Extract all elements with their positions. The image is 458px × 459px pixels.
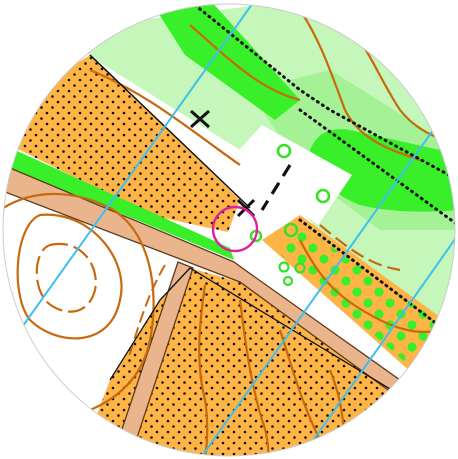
vegetation-boundary-north xyxy=(89,54,251,209)
green-circle-feature xyxy=(282,275,294,287)
contour-south-2 xyxy=(238,299,270,456)
map-frame xyxy=(2,3,456,457)
contour-west-large xyxy=(3,192,155,422)
dotted-boundary-north xyxy=(193,4,455,182)
contour-north-2 xyxy=(189,24,301,102)
side-road xyxy=(111,261,194,456)
green-circle-feature xyxy=(315,188,331,204)
dotted-boundary-middle xyxy=(298,108,455,227)
north-line-1 xyxy=(19,4,256,331)
green-circle-feature xyxy=(283,222,299,238)
vegetation-boundary-south xyxy=(189,267,401,396)
green-circle-feature xyxy=(294,262,306,274)
green-strip-along-road xyxy=(10,150,234,260)
cross-marker xyxy=(190,109,210,129)
contour-east-2 xyxy=(319,224,401,272)
contour-north-1 xyxy=(89,68,241,166)
north-line-2 xyxy=(199,94,455,456)
control-circle xyxy=(211,205,259,253)
black-dashed-trail xyxy=(260,164,292,211)
vegetation-boundary-west xyxy=(109,267,191,381)
contour-north-3 xyxy=(299,9,421,162)
green-circle-feature xyxy=(276,143,292,159)
north-line-3 xyxy=(299,234,455,456)
green-circle-feature xyxy=(278,261,290,273)
dark-green-vegetation-north xyxy=(150,4,300,120)
contour-form-line xyxy=(127,264,166,361)
contour-hill-outer xyxy=(16,213,123,340)
rough-open-land-north-dots xyxy=(3,55,240,232)
clearing xyxy=(230,125,352,225)
contour-hill-inner xyxy=(35,242,97,313)
contour-east-1 xyxy=(299,239,441,334)
